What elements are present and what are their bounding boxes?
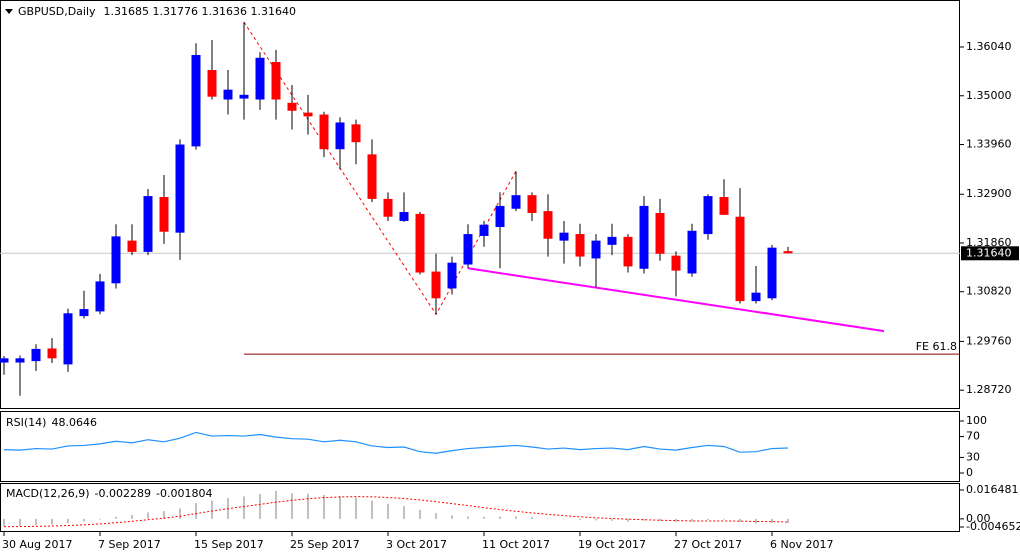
candle-body bbox=[271, 62, 281, 100]
candle-body bbox=[239, 94, 249, 99]
candle-body bbox=[111, 236, 121, 284]
candle-body bbox=[687, 230, 697, 274]
x-tick-label: 19 Oct 2017 bbox=[578, 538, 646, 551]
candle-body bbox=[319, 114, 329, 150]
rsi-value: 48.0646 bbox=[51, 416, 97, 429]
rsi-line bbox=[3, 431, 789, 454]
y-tick-label: 100 bbox=[966, 414, 987, 427]
candle-body bbox=[127, 240, 137, 252]
signal-line bbox=[3, 496, 789, 528]
macd-panel bbox=[0, 483, 960, 532]
candle-body bbox=[191, 54, 201, 147]
candle-body bbox=[559, 232, 569, 241]
candle-body bbox=[143, 196, 153, 252]
rsi-name: RSI(14) bbox=[6, 416, 46, 429]
y-tick-label: 1.36040 bbox=[966, 40, 1012, 53]
candle-body bbox=[703, 196, 713, 235]
candle-body bbox=[575, 234, 585, 257]
candle-body bbox=[639, 205, 649, 269]
candle-body bbox=[47, 348, 57, 359]
symbol: GBPUSD,Daily bbox=[18, 5, 96, 18]
candle-body bbox=[671, 255, 681, 271]
candle-body bbox=[303, 112, 313, 117]
y-tick-label: -0.004652 bbox=[966, 520, 1020, 533]
candle-body bbox=[0, 358, 9, 363]
menu-icon[interactable] bbox=[5, 9, 13, 14]
candle-body bbox=[479, 224, 489, 236]
y-tick-label: 30 bbox=[966, 450, 980, 463]
x-tick-label: 6 Nov 2017 bbox=[770, 538, 833, 551]
candle-body bbox=[735, 216, 745, 302]
candle-body bbox=[783, 251, 793, 254]
y-tick-label: 1.31860 bbox=[966, 236, 1012, 249]
x-tick-label: 30 Aug 2017 bbox=[2, 538, 72, 551]
y-tick-label: 1.32900 bbox=[966, 187, 1012, 200]
rsi-title: RSI(14) 48.0646 bbox=[6, 416, 97, 429]
x-tick-label: 25 Sep 2017 bbox=[290, 538, 360, 551]
candle-body bbox=[399, 212, 409, 221]
y-tick-label: 0 bbox=[966, 466, 973, 479]
candle-body bbox=[527, 195, 537, 213]
candle-body bbox=[335, 122, 345, 150]
candle-body bbox=[255, 57, 265, 100]
candle-body bbox=[175, 144, 185, 233]
candle-body bbox=[431, 271, 441, 299]
ohlc: 1.31685 1.31776 1.31636 1.31640 bbox=[104, 5, 296, 18]
x-tick-label: 15 Sep 2017 bbox=[194, 538, 264, 551]
candle-body bbox=[767, 247, 777, 299]
candle-body bbox=[495, 205, 505, 228]
candle-body bbox=[223, 89, 233, 100]
candle-body bbox=[543, 211, 553, 239]
candle-body bbox=[287, 102, 297, 111]
y-tick-label: 1.30820 bbox=[966, 285, 1012, 298]
macd-name: MACD(12,26,9) bbox=[6, 487, 90, 500]
rsi-panel bbox=[0, 411, 960, 482]
trend-line bbox=[467, 267, 885, 333]
y-tick-label: 70 bbox=[966, 430, 980, 443]
macd-title: MACD(12,26,9) -0.002289 -0.001804 bbox=[6, 487, 212, 500]
last-price-label: 1.31640 bbox=[966, 246, 1012, 259]
y-tick-label: 1.35000 bbox=[966, 89, 1012, 102]
chart-title: GBPUSD,Daily 1.31685 1.31776 1.31636 1.31… bbox=[18, 5, 296, 18]
y-tick-label: 1.29760 bbox=[966, 334, 1012, 347]
y-tick-label: 1.28720 bbox=[966, 383, 1012, 396]
candle-body bbox=[79, 309, 89, 317]
candle-body bbox=[95, 281, 105, 312]
candle-body bbox=[447, 262, 457, 289]
candle-body bbox=[351, 124, 361, 143]
candle-body bbox=[623, 236, 633, 267]
y-tick-label: 0.016481 bbox=[966, 483, 1019, 496]
x-tick-label: 27 Oct 2017 bbox=[674, 538, 742, 551]
candle-body bbox=[63, 313, 73, 365]
candle-body bbox=[207, 69, 217, 97]
candle-body bbox=[31, 348, 41, 362]
x-tick-label: 11 Oct 2017 bbox=[482, 538, 550, 551]
macd-value: -0.002289 bbox=[95, 487, 151, 500]
main-panel bbox=[0, 0, 960, 409]
candle-body bbox=[383, 198, 393, 217]
candle-body bbox=[591, 240, 601, 259]
candle-body bbox=[719, 197, 729, 215]
candle-body bbox=[415, 213, 425, 273]
last-price-box bbox=[961, 246, 1019, 261]
x-tick-label: 3 Oct 2017 bbox=[386, 538, 447, 551]
candle-body bbox=[367, 154, 377, 199]
candle-body bbox=[607, 236, 617, 245]
candle-body bbox=[159, 197, 169, 232]
y-tick-label: 1.33960 bbox=[966, 138, 1012, 151]
candle-body bbox=[751, 292, 761, 302]
candle-body bbox=[15, 358, 25, 363]
x-tick-label: 7 Sep 2017 bbox=[98, 538, 161, 551]
signal-value: -0.001804 bbox=[156, 487, 212, 500]
candle-body bbox=[655, 212, 665, 254]
candle-body bbox=[511, 195, 521, 209]
candle-body bbox=[463, 234, 473, 265]
y-tick-label: 0.00 bbox=[966, 512, 991, 525]
fe-label: FE 61.8 bbox=[916, 340, 957, 353]
